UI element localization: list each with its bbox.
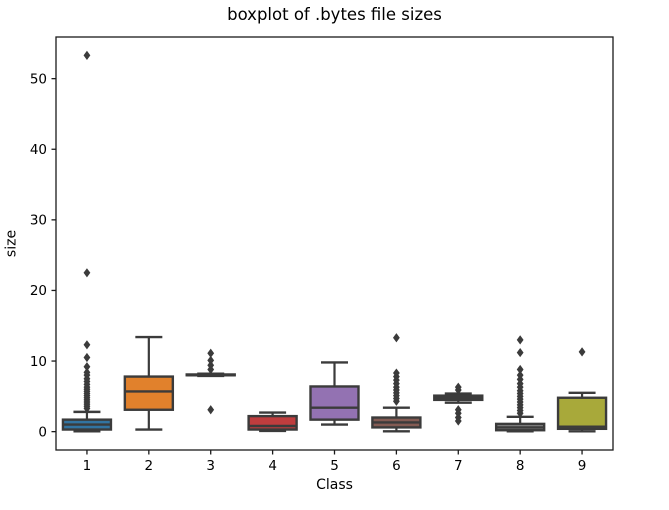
chart-title: boxplot of .bytes file sizes	[227, 5, 442, 24]
x-tick-label: 5	[330, 458, 339, 474]
x-axis-label: Class	[316, 477, 353, 493]
x-tick-label: 8	[516, 458, 525, 474]
outlier-marker	[454, 405, 462, 415]
outlier-marker	[392, 333, 400, 343]
outlier-marker	[454, 382, 462, 392]
x-tick-label: 9	[578, 458, 587, 474]
x-tick-label: 4	[268, 458, 277, 474]
outlier-marker	[516, 364, 524, 375]
outlier-marker	[578, 347, 586, 357]
x-tick-label: 7	[454, 458, 463, 474]
box	[309, 385, 360, 421]
outlier-marker	[207, 355, 215, 365]
x-tick-label: 1	[83, 458, 92, 474]
box	[247, 414, 298, 431]
outlier-marker	[83, 367, 91, 377]
outlier-marker	[516, 347, 524, 358]
outlier-marker	[516, 370, 524, 380]
y-tick-label: 20	[30, 283, 47, 299]
outlier-marker	[207, 405, 215, 415]
outlier-marker	[83, 340, 91, 350]
outlier-marker	[83, 268, 91, 278]
x-tick-label: 2	[145, 458, 154, 474]
outlier-marker	[207, 360, 215, 370]
outlier-marker	[392, 368, 400, 378]
y-tick-label: 40	[30, 142, 47, 158]
x-tick-label: 3	[206, 458, 215, 474]
y-tick-label: 30	[30, 213, 47, 229]
x-tick-label: 6	[392, 458, 401, 474]
y-tick-label: 0	[38, 424, 47, 440]
outlier-marker	[516, 335, 524, 345]
outlier-marker	[83, 362, 91, 372]
y-tick-label: 50	[30, 71, 47, 87]
outlier-marker	[207, 348, 215, 358]
box	[556, 396, 608, 431]
outlier-marker	[83, 50, 91, 60]
box	[123, 375, 175, 411]
y-tick-label: 10	[30, 354, 47, 370]
outlier-marker	[83, 352, 91, 363]
